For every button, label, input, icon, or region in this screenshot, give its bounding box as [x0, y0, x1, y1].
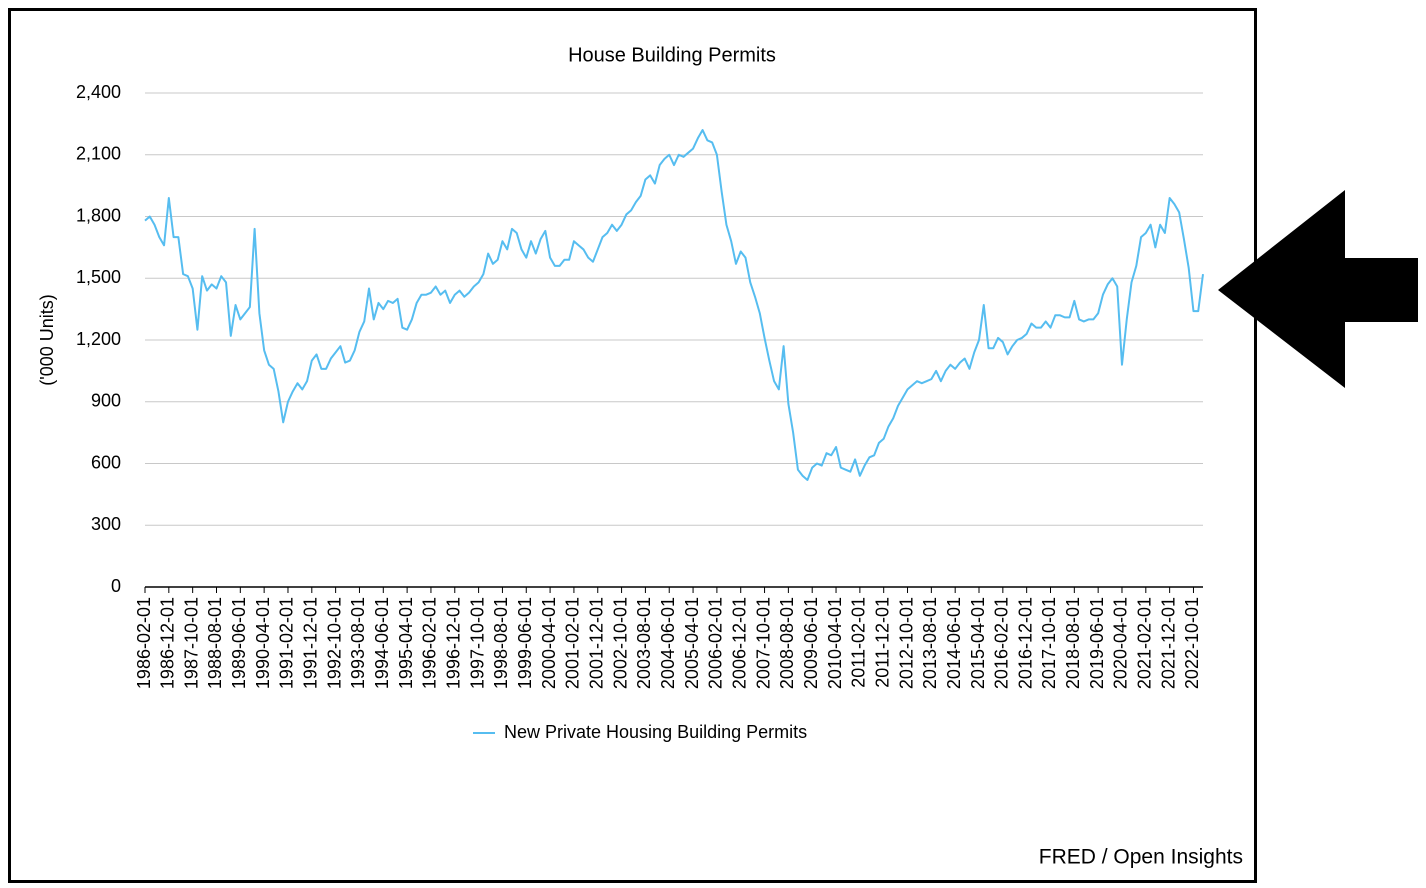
x-tick-label: 2011-02-01: [849, 597, 869, 688]
x-tick-label: 2001-12-01: [586, 597, 606, 689]
x-tick-label: 1991-02-01: [277, 597, 297, 689]
arrow: [1218, 190, 1418, 388]
x-tick-label: 1994-06-01: [372, 597, 392, 689]
x-tick-label: 1996-12-01: [444, 597, 464, 689]
x-tick-label: 1992-10-01: [324, 597, 344, 689]
x-tick-label: 2004-06-01: [658, 597, 678, 689]
x-tick-label: 2008-08-01: [777, 597, 797, 689]
x-tick-label: 2019-06-01: [1087, 597, 1107, 689]
chart-title: House Building Permits: [568, 44, 776, 66]
x-tick-label: 1997-10-01: [467, 597, 487, 689]
x-tick-label: 2016-12-01: [1015, 597, 1035, 689]
x-tick-label: 2006-02-01: [706, 597, 726, 689]
x-tick-label: 1996-02-01: [420, 597, 440, 689]
x-tick-label: 2010-04-01: [825, 597, 845, 689]
x-tick-label: 2009-06-01: [801, 597, 821, 689]
x-tick-label: 1999-06-01: [515, 597, 535, 689]
x-tick-label: 2017-10-01: [1039, 597, 1059, 689]
data-line: [144, 129, 1204, 481]
x-tick-label: 2012-10-01: [896, 597, 916, 689]
y-tick-label: 1,800: [76, 205, 121, 225]
y-axis-label: ('000 Units): [37, 294, 57, 385]
y-tick-label: 0: [111, 576, 121, 596]
legend-label: New Private Housing Building Permits: [504, 722, 807, 742]
x-tick-label: 2005-04-01: [682, 597, 702, 689]
x-tick-label: 1987-10-01: [181, 597, 201, 689]
y-tick-label: 600: [91, 452, 121, 472]
x-tick-label: 2020-04-01: [1111, 597, 1131, 689]
y-tick-label: 2,100: [76, 144, 121, 164]
x-tick-label: 1986-02-01: [134, 597, 154, 689]
y-tick-label: 900: [91, 391, 121, 411]
frame: [8, 8, 1257, 883]
x-tick-label: 1986-12-01: [158, 597, 178, 689]
x-tick-label: 1989-06-01: [229, 597, 249, 689]
x-tick-label: 2021-12-01: [1158, 597, 1178, 689]
x-tick-label: 2022-10-01: [1182, 597, 1202, 689]
x-tick-label: 1991-12-01: [301, 597, 321, 689]
x-tick-label: 2015-04-01: [968, 597, 988, 689]
x-tick-label: 1990-04-01: [253, 597, 273, 689]
x-tick-label: 2007-10-01: [753, 597, 773, 689]
x-tick-label: 1993-08-01: [348, 597, 368, 689]
source: FRED / Open Insights: [1039, 846, 1243, 869]
y-tick-label: 1,200: [76, 329, 121, 349]
y-tick-label: 300: [91, 514, 121, 534]
x-tick-label: 1988-08-01: [205, 597, 225, 689]
x-tick-label: 2014-06-01: [944, 597, 964, 689]
x-tick-label: 2021-02-01: [1135, 597, 1155, 689]
x-tick-label: 1995-04-01: [396, 597, 416, 689]
x-tick-label: 2001-02-01: [563, 597, 583, 689]
x-tick-label: 2003-08-01: [634, 597, 654, 689]
y-tick-label: 1,500: [76, 267, 121, 287]
x-tick-label: 2013-08-01: [920, 597, 940, 689]
x-tick-label: 2000-04-01: [539, 597, 559, 689]
x-tick-label: 2018-08-01: [1063, 597, 1083, 689]
x-tick-label: 2011-12-01: [872, 597, 892, 688]
y-tick-label: 2,400: [76, 82, 121, 102]
x-tick-label: 2016-02-01: [992, 597, 1012, 689]
x-tick-label: 2002-10-01: [610, 597, 630, 689]
x-tick-label: 2006-12-01: [729, 597, 749, 689]
x-tick-label: 1998-08-01: [491, 597, 511, 689]
